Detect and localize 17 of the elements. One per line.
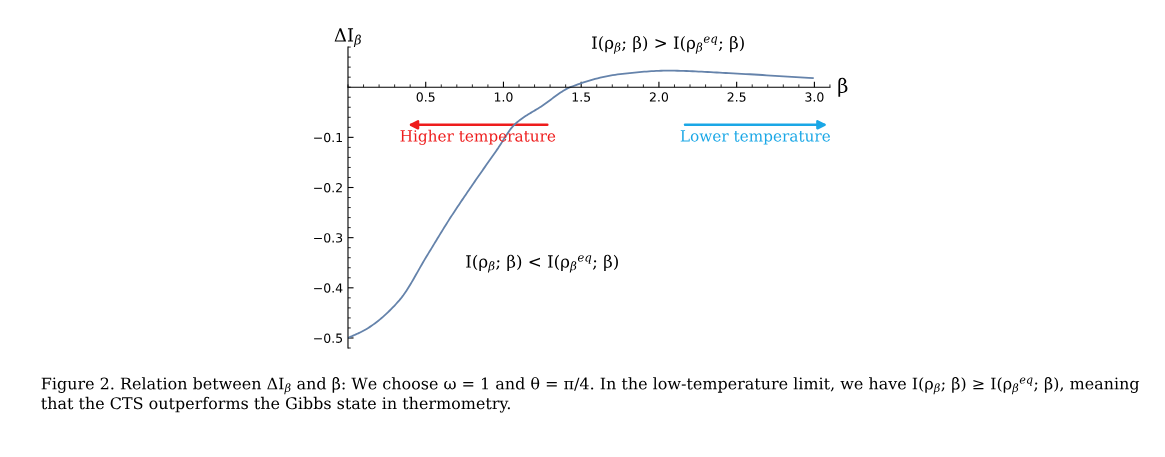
x-tick-label: 0.5 xyxy=(416,92,435,102)
y-tick-label: −0.5 xyxy=(314,333,343,343)
annotation: I(ρ$_{β}$; β) > I(ρ$_{β}$$^{eq}$; β) xyxy=(592,35,744,54)
y-tick-label: −0.4 xyxy=(314,283,343,293)
x-tick-label: 1.0 xyxy=(494,92,513,102)
x-tick-label: 3.0 xyxy=(805,92,824,102)
y-tick-label: −0.3 xyxy=(314,233,343,243)
x-axis-title: β xyxy=(838,77,848,97)
y-axis-title: ΔI$_{β}$ xyxy=(334,28,361,47)
x-tick-label: 2.0 xyxy=(649,92,669,102)
x-tick-label: 2.5 xyxy=(727,92,746,102)
y-tick-label: −0.2 xyxy=(314,182,342,193)
annotation: Lower temperature xyxy=(680,130,830,145)
text: Figure 2. Relation between ΔI$_{β}$ and β: We choose ω = 1 and θ = π/4. In the low-temperature limit, we have I(ρ$_{β}$; β) ≥ I(ρ$_{β}$$^{eq}$; β), meaning that the CTS outperforms the Gibbs state in thermometry. xyxy=(41,377,1140,413)
y-tick-label: −0.1 xyxy=(314,132,342,143)
x-tick-label: 1.5 xyxy=(572,92,591,102)
annotation: I(ρ$_{β}$; β) < I(ρ$_{β}$$^{eq}$; β) xyxy=(466,254,618,273)
